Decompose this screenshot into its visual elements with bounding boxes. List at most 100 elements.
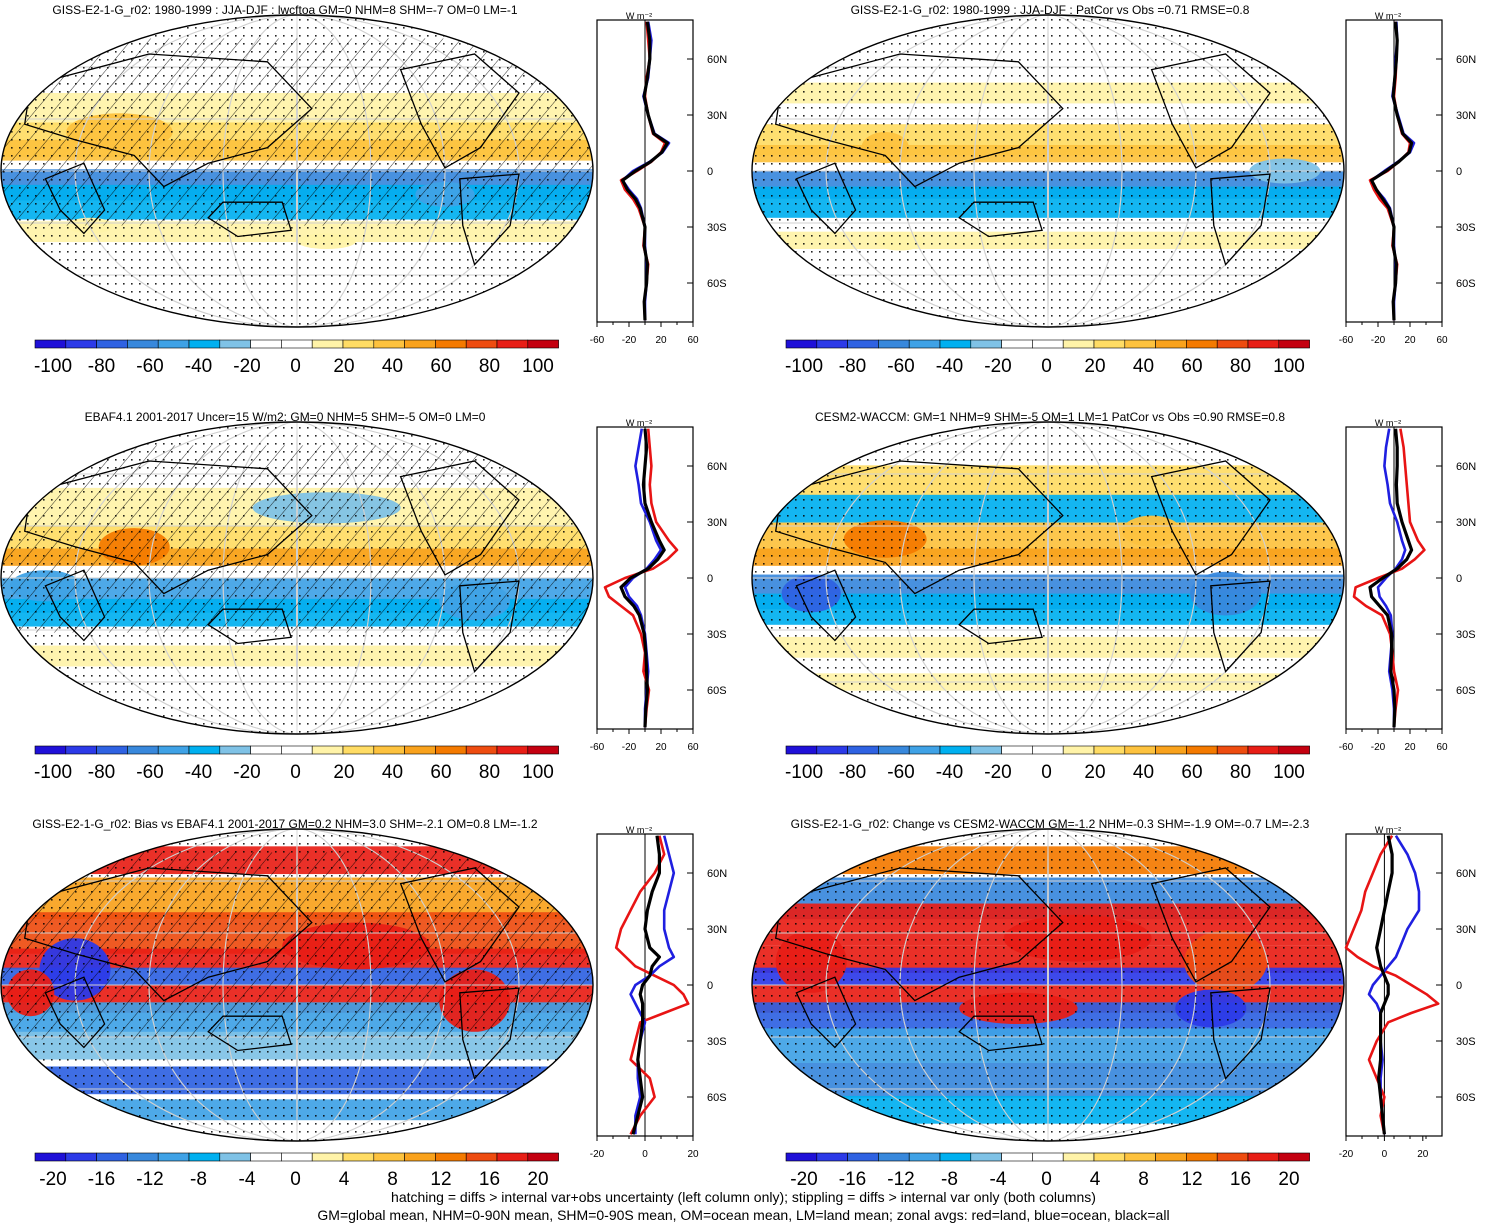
colorbar-label: 4 [339, 1169, 350, 1190]
colorbar-swatch [342, 745, 375, 755]
colorbar-swatch [1062, 745, 1095, 755]
colorbar-label: -60 [136, 356, 163, 377]
colorbar-swatch [1093, 339, 1126, 349]
colorbar-swatch [281, 1152, 313, 1162]
colorbar-label: 20 [1278, 1169, 1299, 1190]
colorbar-label: 80 [1230, 762, 1251, 783]
colorbar-swatch [157, 745, 190, 755]
hatching [1, 38, 593, 226]
colorbar-swatch [1062, 339, 1095, 349]
colorbar-label: 100 [1273, 356, 1305, 377]
zonal-unit: W m⁻² [1375, 825, 1401, 835]
colorbar-label: -16 [839, 1169, 866, 1190]
colorbar-label: -60 [887, 356, 914, 377]
lat-label: 30N [1456, 110, 1476, 122]
colorbar-swatch [878, 745, 910, 755]
colorbar-label: -20 [233, 762, 260, 783]
zonal-series-land [1344, 835, 1440, 1135]
colorbar-label: -100 [785, 762, 823, 783]
colorbar-label: 100 [1273, 762, 1305, 783]
map-p5 [1, 829, 593, 1141]
panel-p3: EBAF4.1 2001-2017 Uncer=15 W/m2: GM=0 NH… [0, 410, 727, 783]
colorbar-swatch [1186, 745, 1218, 755]
colorbar-swatch [96, 339, 128, 349]
colorbar-swatch [847, 339, 879, 349]
hatching [1, 852, 593, 1040]
colorbar-swatch [970, 339, 1002, 349]
stippling [752, 422, 1344, 734]
colorbar-p4: -100 -80 -60 -40 -20 0 20 40 60 80 100 [785, 745, 1310, 783]
colorbar-swatch [785, 745, 818, 755]
colorbar-label: 80 [479, 762, 500, 783]
lat-label: 30N [1456, 517, 1476, 529]
lat-label: 0 [1456, 980, 1462, 992]
colorbar-swatch [1001, 339, 1033, 349]
colorbar-swatch [127, 1152, 159, 1162]
colorbar-p1: -100 -80 -60 -40 -20 0 20 40 60 80 100 [34, 339, 559, 377]
colorbar-swatch [1186, 339, 1218, 349]
x-tick-label: -60 [1339, 742, 1354, 753]
x-tick-label: 20 [1404, 742, 1416, 753]
colorbar-swatch [281, 339, 313, 349]
colorbar-label: 0 [290, 762, 301, 783]
lat-label: 0 [707, 166, 713, 178]
colorbar-swatch [250, 339, 282, 349]
lat-label: 0 [707, 980, 713, 992]
colorbar-label: -60 [136, 762, 163, 783]
colorbar-label: 0 [290, 356, 301, 377]
colorbar-swatch [1001, 1152, 1033, 1162]
colorbar-p2: -100 -80 -60 -40 -20 0 20 40 60 80 100 [785, 339, 1310, 377]
panel-title: GISS-E2-1-G_r02: Change vs CESM2-WACCM G… [791, 817, 1310, 831]
zonal-unit: W m⁻² [1375, 418, 1401, 428]
x-tick-label: -60 [590, 742, 605, 753]
colorbar-label: -40 [936, 762, 963, 783]
panel-p6: GISS-E2-1-G_r02: Change vs CESM2-WACCM G… [751, 817, 1476, 1190]
colorbar-swatch [188, 339, 221, 349]
colorbar-label: -4 [239, 1169, 256, 1190]
lat-label: 30S [1456, 629, 1476, 641]
colorbar-label: 60 [430, 356, 451, 377]
zonal-series-land [614, 835, 690, 1135]
lat-label: 60N [707, 868, 727, 880]
lat-label: 0 [707, 573, 713, 585]
colorbar-swatch [465, 745, 498, 755]
colorbar-swatch [96, 1152, 128, 1162]
colorbar-label: 0 [1041, 762, 1052, 783]
colorbar-swatch [250, 1152, 282, 1162]
colorbar-swatch [878, 1152, 910, 1162]
colorbar-swatch [219, 339, 251, 349]
lat-label: 0 [1456, 573, 1462, 585]
colorbar-label: -12 [136, 1169, 163, 1190]
colorbar-swatch [496, 1152, 529, 1162]
panel-title: GISS-E2-1-G_r02: Bias vs EBAF4.1 2001-20… [32, 817, 538, 831]
colorbar-swatch [1124, 745, 1156, 755]
colorbar-swatch [34, 339, 67, 349]
x-tick-label: -20 [1339, 1149, 1354, 1160]
x-tick-label: 0 [642, 1149, 648, 1160]
colorbar-label: 60 [430, 762, 451, 783]
colorbar-swatch [404, 339, 436, 349]
colorbar-label: 20 [333, 356, 354, 377]
zonal-unit: W m⁻² [626, 825, 652, 835]
colorbar-swatch [404, 745, 436, 755]
colorbar-swatch [1001, 745, 1033, 755]
lat-label: 30S [1456, 1036, 1476, 1048]
colorbar-swatch [1032, 1152, 1064, 1162]
colorbar-swatch [1278, 1152, 1310, 1162]
colorbar-swatch [1186, 1152, 1218, 1162]
lat-label: 60N [1456, 868, 1476, 880]
colorbar-label: -4 [990, 1169, 1007, 1190]
zonal-frame [1345, 833, 1443, 1137]
colorbar-swatch [527, 745, 559, 755]
colorbar-label: 0 [290, 1169, 301, 1190]
map-p6 [752, 829, 1344, 1141]
x-tick-label: -20 [1371, 335, 1386, 346]
colorbar-label: 40 [382, 762, 403, 783]
footnote-means: GM=global mean, NHM=0-90N mean, SHM=0-90… [317, 1207, 1170, 1223]
panel-p5: GISS-E2-1-G_r02: Bias vs EBAF4.1 2001-20… [0, 817, 727, 1190]
lat-label: 30N [707, 517, 727, 529]
zonal-unit: W m⁻² [626, 11, 652, 21]
colorbar-swatch [908, 339, 941, 349]
colorbar-label: 8 [1138, 1169, 1149, 1190]
zonal-series-all [1369, 21, 1414, 321]
